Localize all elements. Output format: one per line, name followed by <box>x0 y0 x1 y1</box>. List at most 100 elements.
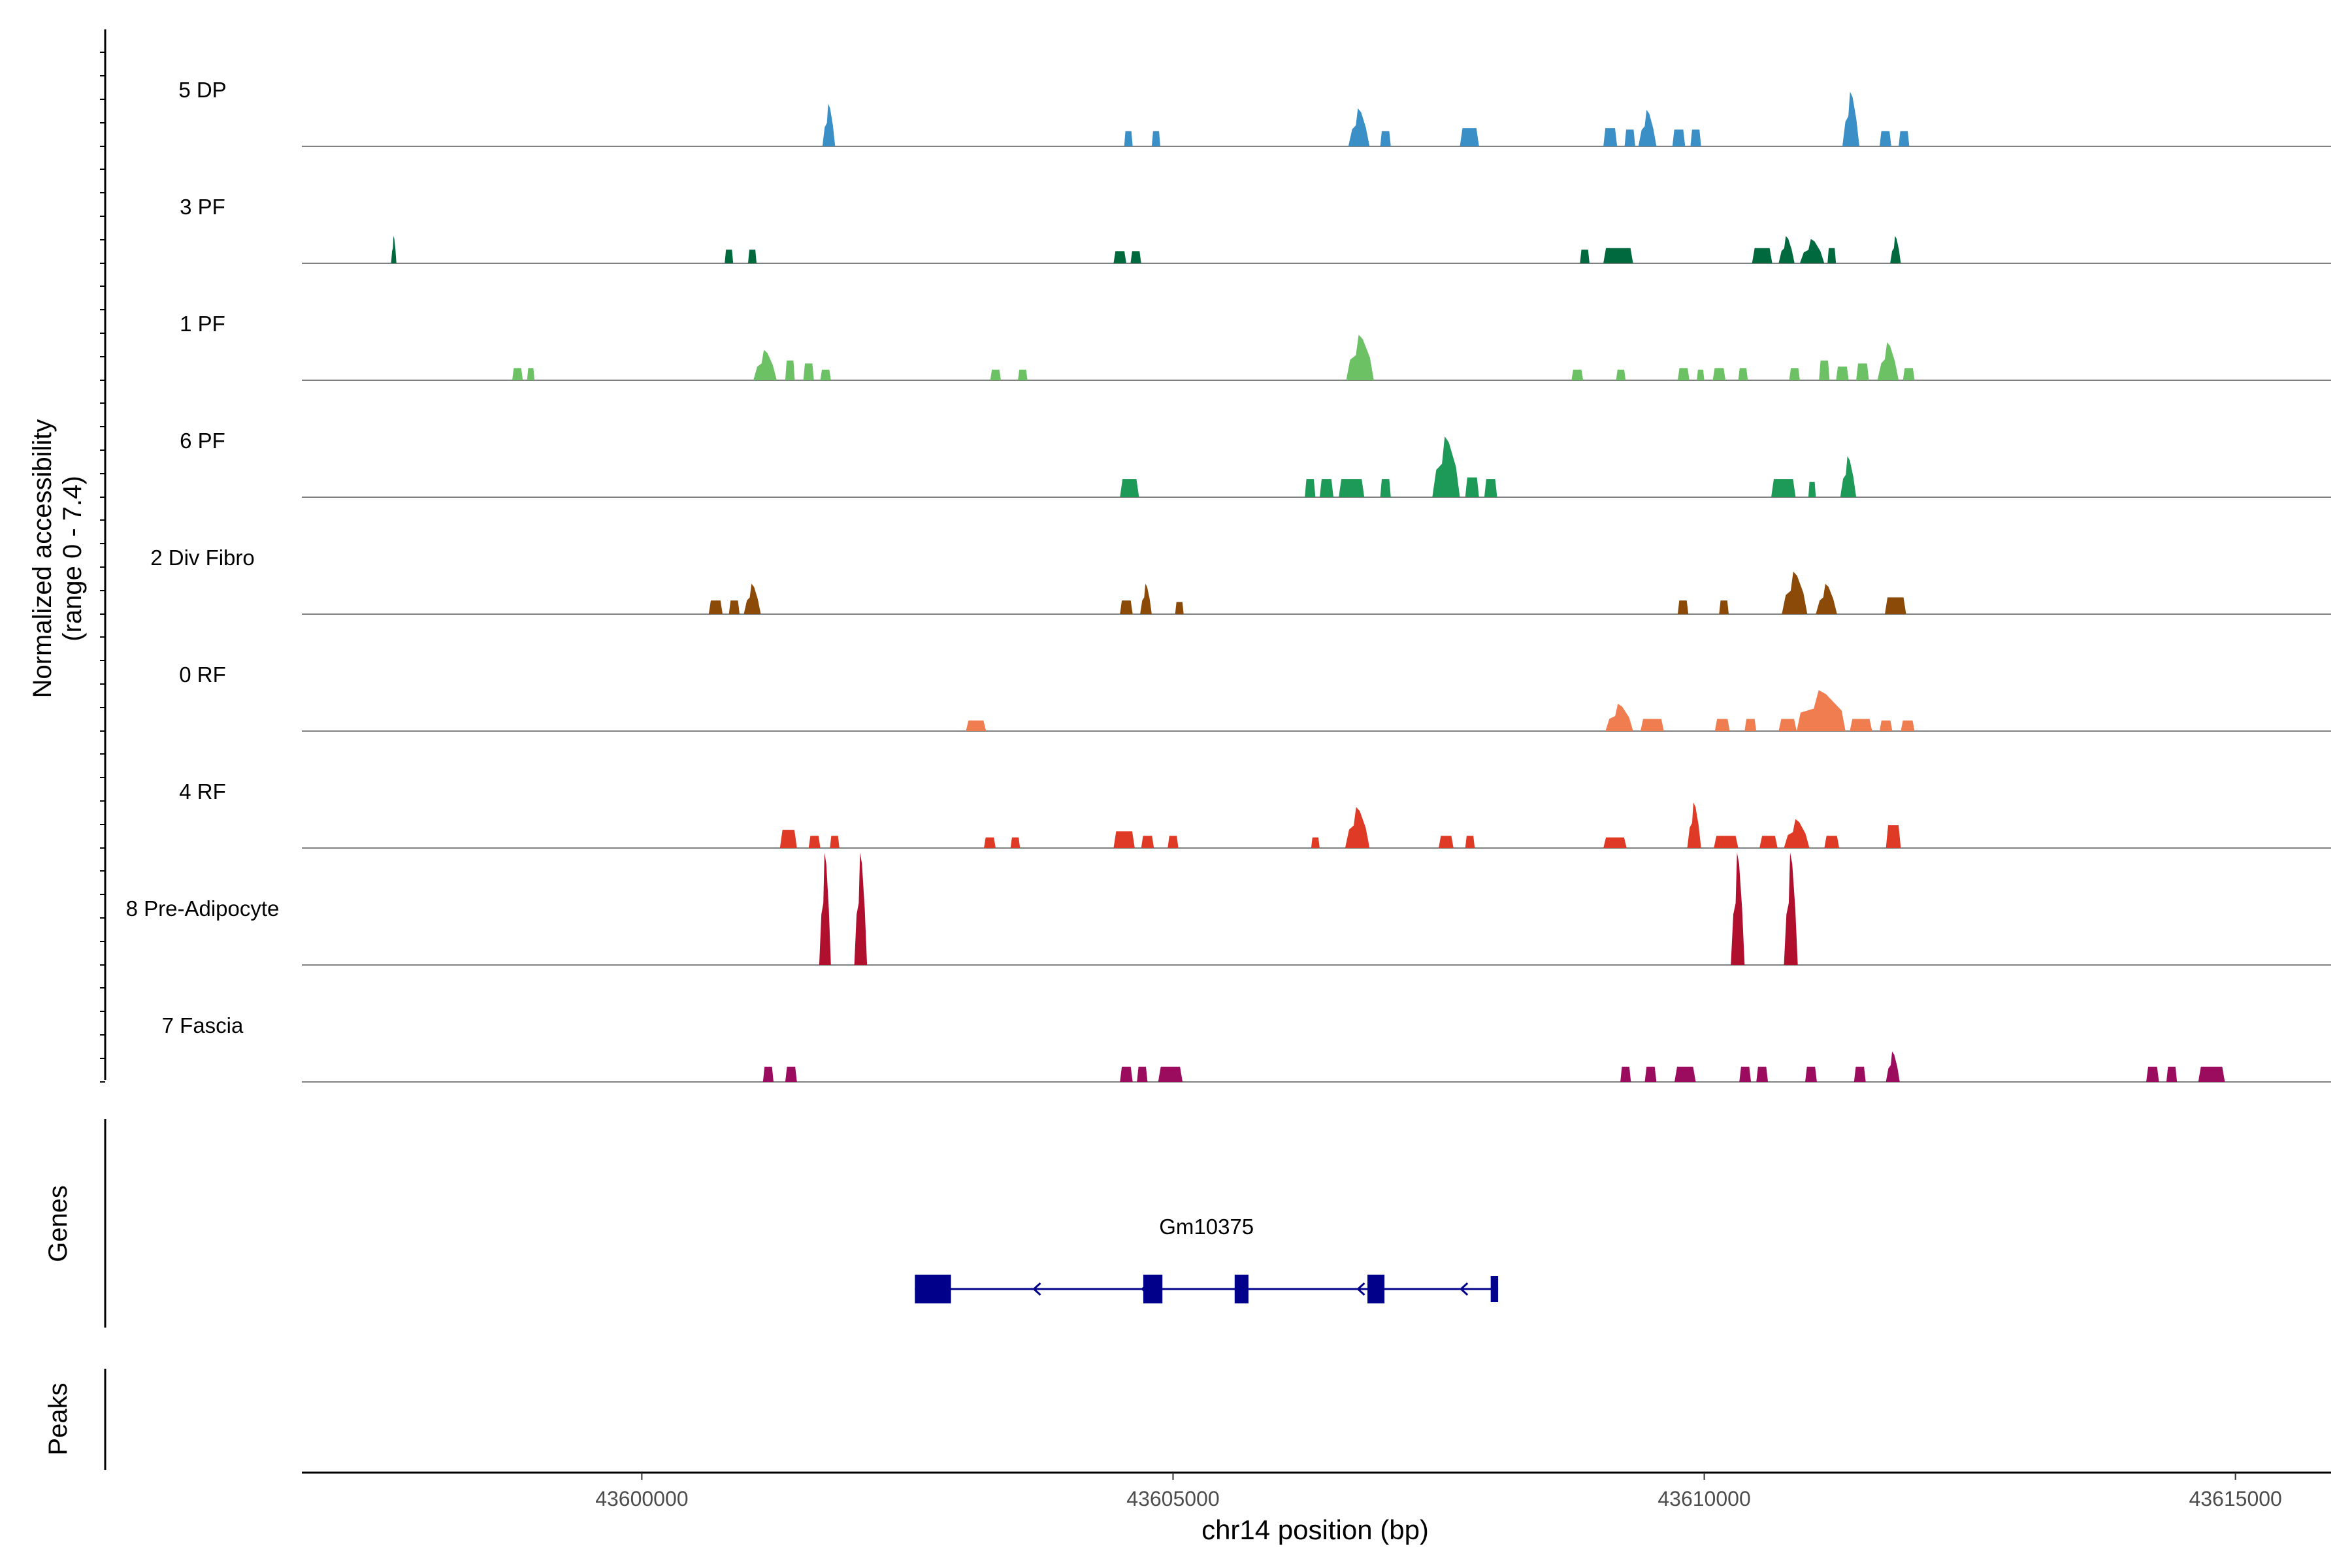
peak <box>512 368 523 380</box>
peak <box>1879 131 1891 146</box>
peak <box>1836 367 1849 380</box>
x-tick-label: 43610000 <box>1658 1487 1750 1511</box>
track-label: 4 RF <box>179 779 226 804</box>
peak <box>1731 853 1745 965</box>
peak <box>1759 836 1778 848</box>
peak <box>1644 1066 1657 1082</box>
genes-label: Genes <box>44 1185 73 1262</box>
strand-arrow <box>1356 1282 1365 1296</box>
peak <box>1603 128 1618 146</box>
peak <box>1120 479 1139 497</box>
peak <box>1840 456 1857 497</box>
track-3-pf: 3 PF <box>180 195 2331 264</box>
peak <box>1638 110 1657 146</box>
track-4-rf: 4 RF <box>179 779 2331 849</box>
peak <box>1624 129 1635 146</box>
peak <box>1850 719 1872 731</box>
peak <box>728 600 740 614</box>
track-7-fascia: 7 Fascia <box>162 1013 2331 1083</box>
peak <box>1311 837 1320 848</box>
y-axis-label-line2: (range 0 - 7.4) <box>58 476 87 641</box>
peak <box>1460 128 1479 146</box>
peak <box>808 836 821 848</box>
peak <box>1432 436 1460 497</box>
peak <box>1784 819 1810 848</box>
peak <box>1782 571 1808 614</box>
peak <box>1886 825 1901 848</box>
exon <box>1234 1275 1249 1303</box>
peak <box>1687 802 1701 848</box>
peak <box>1690 129 1701 146</box>
peak <box>2146 1066 2159 1082</box>
peak <box>1380 479 1391 497</box>
peak <box>2198 1066 2225 1082</box>
peak <box>1677 600 1689 614</box>
track-label: 2 Div Fibro <box>150 546 255 570</box>
track-0-rf: 0 RF <box>179 662 2331 732</box>
peak <box>1305 479 1316 497</box>
peak <box>753 350 777 380</box>
peak <box>1130 251 1141 263</box>
peak <box>1120 600 1133 614</box>
peak <box>1778 236 1795 263</box>
peak <box>1879 720 1893 731</box>
peak <box>1484 479 1497 497</box>
track-2-div-fibro: 2 Div Fibro <box>150 546 2331 615</box>
peak <box>1168 836 1179 848</box>
exon <box>1367 1275 1385 1303</box>
track-5-dp: 5 DP <box>178 78 2331 147</box>
track-label: 3 PF <box>180 195 225 219</box>
x-axis-label: chr14 position (bp) <box>1201 1514 1429 1545</box>
peak <box>990 369 1001 380</box>
peak <box>1120 1066 1133 1082</box>
peak <box>819 853 831 965</box>
peak <box>1158 1066 1183 1082</box>
peak <box>1744 719 1757 731</box>
x-tick-label: 43600000 <box>595 1487 688 1511</box>
peak <box>1571 369 1584 380</box>
peak <box>1018 369 1028 380</box>
axes: 43600000 43605000 43610000 43615000 <box>100 29 2331 1511</box>
peak <box>1808 482 1816 497</box>
track-1-pf: 1 PF <box>180 312 2331 381</box>
exon <box>1490 1276 1499 1302</box>
peak <box>1580 250 1590 263</box>
peak <box>1603 248 1633 263</box>
x-tick-label: 43615000 <box>2189 1487 2281 1511</box>
x-tick-label: 43605000 <box>1126 1487 1219 1511</box>
peak <box>1890 236 1901 263</box>
peak <box>803 363 814 380</box>
peak <box>1885 597 1906 614</box>
peak <box>830 836 840 848</box>
peak <box>854 853 868 965</box>
peak <box>1603 837 1627 848</box>
peak <box>1113 251 1126 263</box>
peak <box>785 360 795 380</box>
peak <box>1739 1066 1752 1082</box>
peak <box>1677 368 1690 380</box>
peak <box>1151 131 1160 146</box>
peak <box>527 368 535 380</box>
peak <box>1712 368 1726 380</box>
track-6-pf: 6 PF <box>180 429 2331 498</box>
peak <box>1616 369 1626 380</box>
peak <box>1345 807 1370 848</box>
peak <box>966 720 987 731</box>
peak <box>1886 1051 1900 1082</box>
peak <box>1465 836 1475 848</box>
peak <box>725 250 734 263</box>
peak <box>1901 720 1915 731</box>
peak <box>820 369 831 380</box>
peak <box>708 600 723 614</box>
peak <box>1797 690 1846 731</box>
peak <box>779 830 797 848</box>
track-label: 0 RF <box>179 662 226 687</box>
peak <box>1339 479 1365 497</box>
peak <box>1124 131 1133 146</box>
exon <box>1143 1275 1163 1303</box>
peak <box>1672 129 1686 146</box>
peak <box>748 250 757 263</box>
track-label: 1 PF <box>180 312 225 336</box>
peak <box>1784 853 1798 965</box>
